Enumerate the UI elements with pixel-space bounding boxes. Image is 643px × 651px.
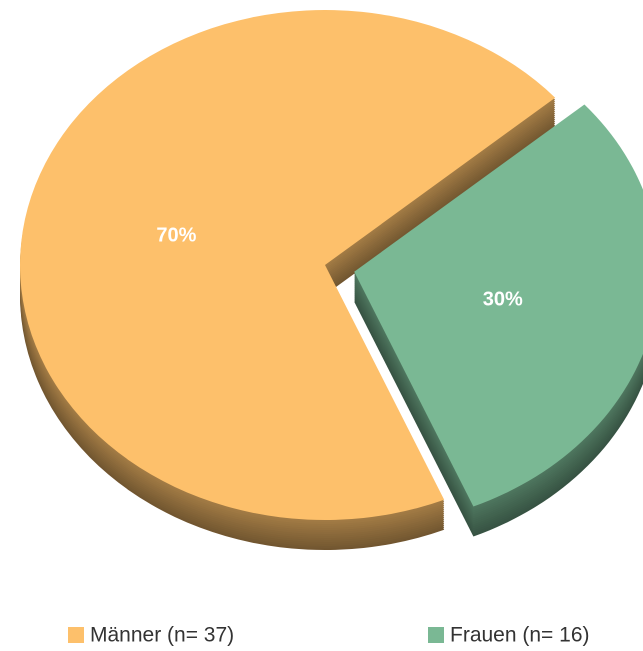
pie-slice	[20, 10, 556, 521]
legend-swatch	[68, 627, 84, 643]
value-label: 70%	[156, 225, 196, 247]
pie-slice	[354, 104, 643, 507]
value-label: 30%	[483, 289, 523, 311]
legend-label: Frauen (n= 16)	[450, 624, 590, 647]
legend-swatch	[428, 627, 444, 643]
legend-label: Männer (n= 37)	[90, 624, 234, 647]
